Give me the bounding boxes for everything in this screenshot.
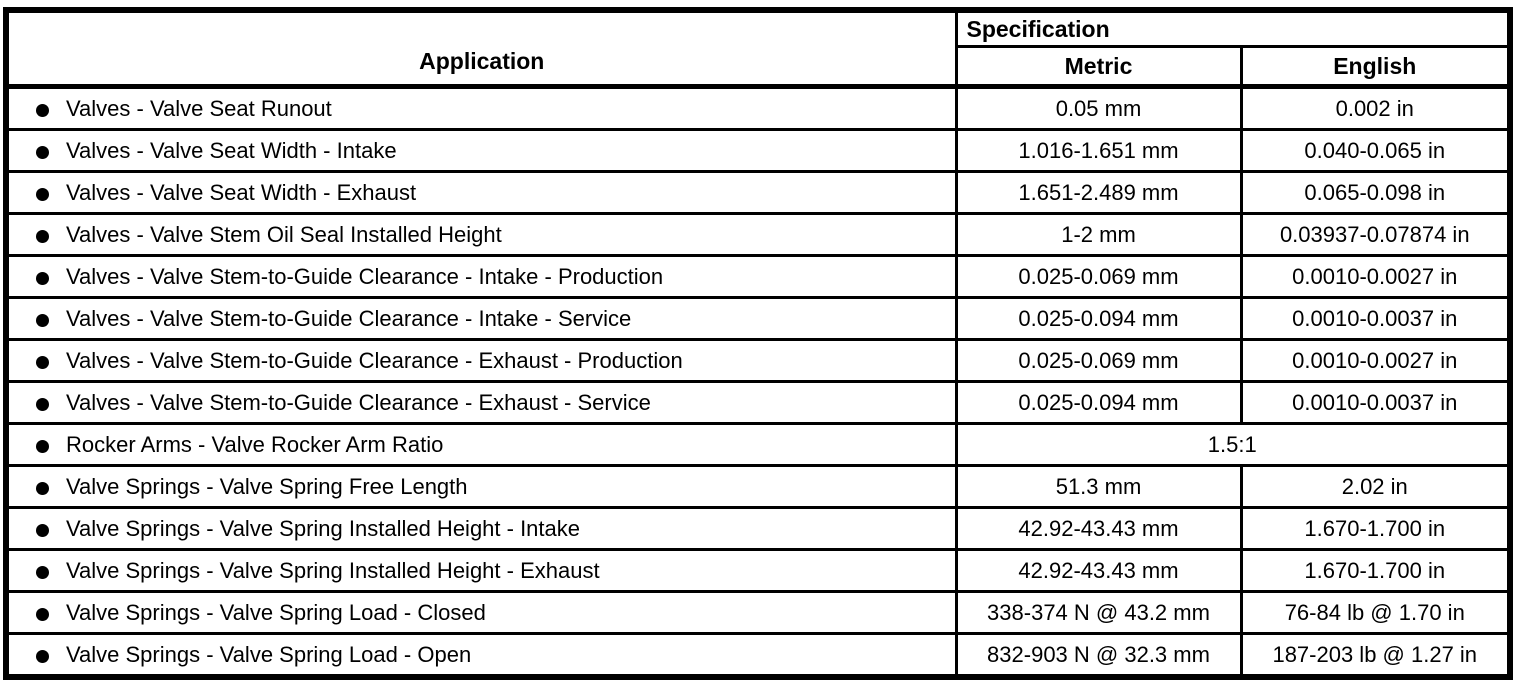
application-cell: Valves - Valve Stem-to-Guide Clearance -… [4,254,958,299]
application-cell: Valves - Valve Stem-to-Guide Clearance -… [4,296,958,341]
english-value: 1.670-1.700 in [1239,548,1512,593]
bullet-icon [36,103,49,117]
bullet-icon [36,565,49,579]
metric-value: 0.025-0.069 mm [954,254,1243,299]
metric-value: 0.025-0.069 mm [954,338,1243,383]
table-row: Valves - Valve Seat Runout 0.05 mm 0.002… [4,85,1512,131]
table-row: Valve Springs - Valve Spring Installed H… [4,548,1512,593]
english-value: 0.0010-0.0037 in [1239,296,1512,341]
application-cell: Valve Springs - Valve Spring Load - Open [4,632,958,679]
table-row: Valves - Valve Stem-to-Guide Clearance -… [4,338,1512,383]
metric-value: 338-374 N @ 43.2 mm [954,590,1243,635]
application-cell: Valves - Valve Seat Width - Exhaust [4,170,958,215]
application-label: Valves - Valve Seat Width - Exhaust [66,179,417,205]
table-row: Valves - Valve Stem Oil Seal Installed H… [4,212,1512,257]
english-value: 0.040-0.065 in [1239,128,1512,173]
application-cell: Valve Springs - Valve Spring Load - Clos… [4,590,958,635]
specifications-table: Application Specification Metric English… [3,7,1513,680]
bullet-icon [36,187,49,201]
metric-value: 0.025-0.094 mm [954,380,1243,425]
english-value: 0.002 in [1239,85,1512,131]
table-row: Rocker Arms - Valve Rocker Arm Ratio 1.5… [4,422,1512,467]
application-label: Valve Springs - Valve Spring Load - Clos… [66,599,486,625]
bullet-icon [36,229,49,243]
english-value: 0.0010-0.0037 in [1239,380,1512,425]
application-label: Valve Springs - Valve Spring Installed H… [66,557,600,583]
english-value: 76-84 lb @ 1.70 in [1239,590,1512,635]
application-label: Valves - Valve Seat Width - Intake [66,137,397,163]
header-row-specification: Application Specification [4,8,1512,89]
specification-header: Specification [954,8,1512,48]
english-column-header: English [1239,45,1512,89]
bullet-icon [36,355,49,369]
english-value: 0.0010-0.0027 in [1239,254,1512,299]
bullet-icon [36,313,49,327]
english-value: 0.0010-0.0027 in [1239,338,1512,383]
metric-value: 42.92-43.43 mm [954,548,1243,593]
application-label: Valves - Valve Stem-to-Guide Clearance -… [66,347,683,373]
header-row-units: Metric English [6,45,1512,89]
bullet-icon [36,481,49,495]
application-cell: Valve Springs - Valve Spring Installed H… [4,548,958,593]
english-value: 0.065-0.098 in [1239,170,1512,215]
english-value: 187-203 lb @ 1.27 in [1239,632,1512,679]
table-row: Valve Springs - Valve Spring Load - Clos… [4,590,1512,635]
application-cell: Valves - Valve Stem Oil Seal Installed H… [4,212,958,257]
application-label: Valves - Valve Stem Oil Seal Installed H… [66,221,502,247]
metric-value: 42.92-43.43 mm [954,506,1243,551]
combined-value: 1.5:1 [954,422,1512,467]
bullet-icon [36,439,49,453]
english-value: 2.02 in [1239,464,1512,509]
application-label: Valve Springs - Valve Spring Load - Open [66,641,472,667]
application-column-header: Application [4,8,958,89]
metric-value: 1.651-2.489 mm [954,170,1243,215]
table-row: Valves - Valve Stem-to-Guide Clearance -… [4,254,1512,299]
application-cell: Valves - Valve Seat Runout [4,85,958,131]
application-label: Valves - Valve Stem-to-Guide Clearance -… [66,263,664,289]
table-row: Valve Springs - Valve Spring Installed H… [4,506,1512,551]
metric-value: 1.016-1.651 mm [954,128,1243,173]
application-label: Valves - Valve Stem-to-Guide Clearance -… [66,305,632,331]
table-row: Valves - Valve Seat Width - Intake 1.016… [4,128,1512,173]
bullet-icon [36,145,49,159]
application-label: Valves - Valve Stem-to-Guide Clearance -… [66,389,651,415]
application-label: Valve Springs - Valve Spring Installed H… [66,515,581,541]
application-cell: Valves - Valve Stem-to-Guide Clearance -… [4,338,958,383]
application-cell: Valves - Valve Stem-to-Guide Clearance -… [4,380,958,425]
metric-value: 51.3 mm [954,464,1243,509]
table-row: Valves - Valve Stem-to-Guide Clearance -… [4,296,1512,341]
bullet-icon [36,649,49,663]
application-label: Rocker Arms - Valve Rocker Arm Ratio [66,431,444,457]
application-cell: Valves - Valve Seat Width - Intake [4,128,958,173]
metric-value: 0.025-0.094 mm [954,296,1243,341]
bullet-icon [36,271,49,285]
bullet-icon [36,397,49,411]
table-row: Valve Springs - Valve Spring Free Length… [4,464,1512,509]
metric-value: 1-2 mm [954,212,1243,257]
bullet-icon [36,607,49,621]
table-row: Valves - Valve Stem-to-Guide Clearance -… [4,380,1512,425]
metric-value: 0.05 mm [954,85,1243,131]
english-value: 1.670-1.700 in [1239,506,1512,551]
english-value: 0.03937-0.07874 in [1239,212,1512,257]
bullet-icon [36,523,49,537]
table-row: Valves - Valve Seat Width - Exhaust 1.65… [4,170,1512,215]
table-row: Valve Springs - Valve Spring Load - Open… [4,632,1512,679]
metric-value: 832-903 N @ 32.3 mm [954,632,1243,679]
application-label: Valves - Valve Seat Runout [66,95,332,121]
application-cell: Valve Springs - Valve Spring Installed H… [4,506,958,551]
application-cell: Valve Springs - Valve Spring Free Length [4,464,958,509]
metric-column-header: Metric [954,45,1243,89]
application-cell: Rocker Arms - Valve Rocker Arm Ratio [4,422,958,467]
application-label: Valve Springs - Valve Spring Free Length [66,473,468,499]
